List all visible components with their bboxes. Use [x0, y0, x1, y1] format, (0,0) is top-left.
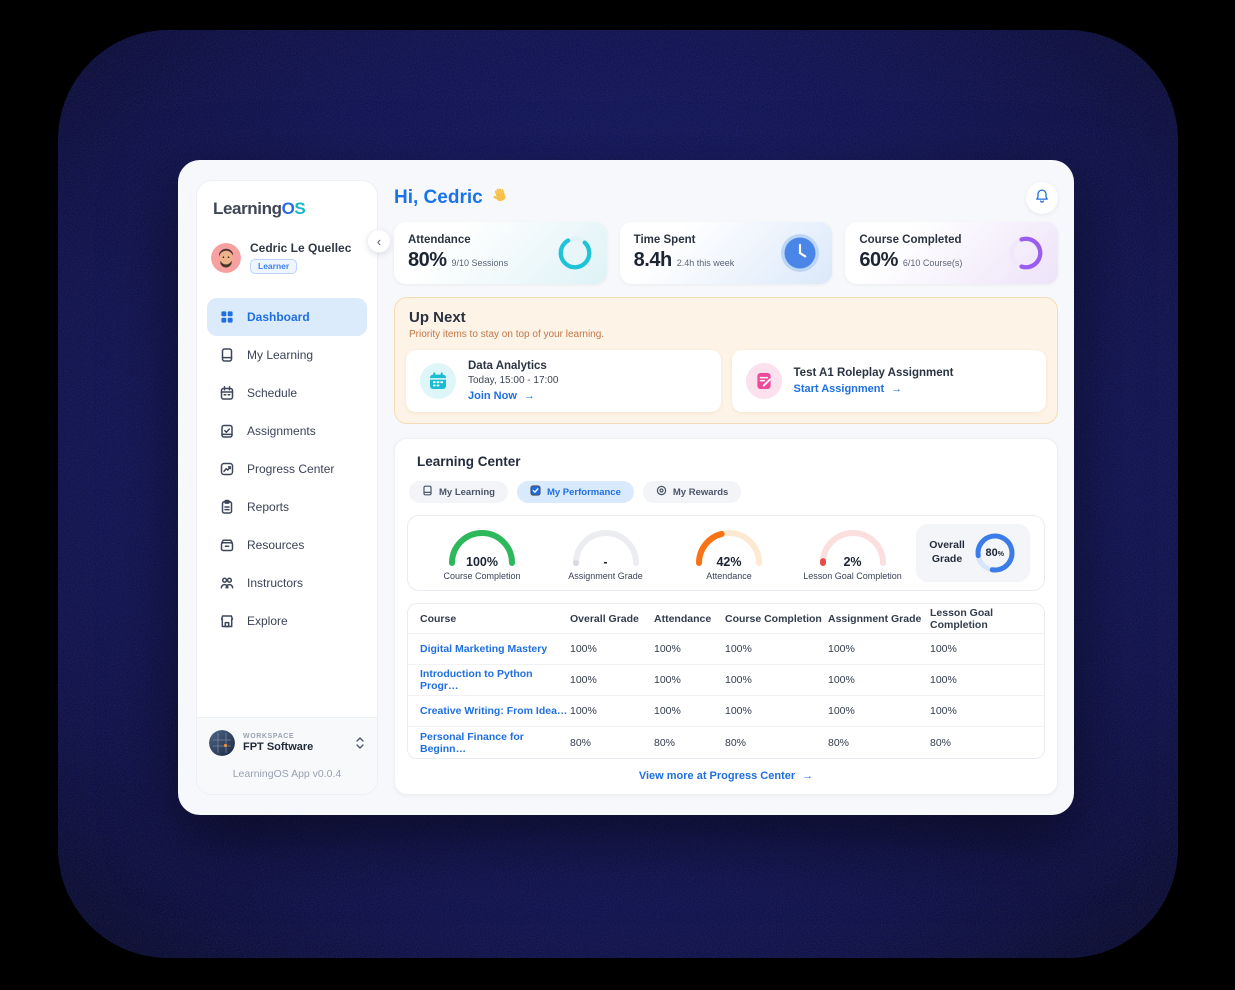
book-icon: [422, 485, 433, 499]
course-link[interactable]: Introduction to Python Progr…: [420, 668, 533, 692]
stat-card-time-spent: Time Spent 8.4h 2.4h this week: [619, 222, 833, 284]
sidebar-nav: Dashboard My Learning Schedule: [207, 298, 367, 640]
app-logo: LearningOS: [213, 199, 306, 218]
course-completed-progress-ring: [1009, 236, 1043, 270]
start-assignment-link[interactable]: Start Assignment →: [793, 383, 903, 395]
main-content: Hi, Cedric: [394, 180, 1059, 795]
up-next-panel: Up Next Priority items to stay on top of…: [394, 297, 1058, 424]
gauge-lesson-goal-completion: 2% Lesson Goal Completion: [793, 525, 913, 581]
learning-center-card: Learning Center My Learning My Performan…: [394, 438, 1058, 795]
workspace-name: FPT Software: [243, 741, 314, 753]
table-header-row: Course Overall Grade Attendance Course C…: [408, 604, 1044, 634]
progress-chart-icon: [219, 461, 235, 477]
app-window: LearningOS ‹ Cedric Le Quellec Learner: [178, 160, 1074, 815]
workspace-eyebrow: WORKSPACE: [243, 733, 295, 740]
sidebar-item-instructors[interactable]: Instructors: [207, 564, 367, 602]
resources-icon: [219, 537, 235, 553]
learning-center-title: Learning Center: [417, 454, 521, 469]
sidebar: LearningOS ‹ Cedric Le Quellec Learner: [196, 180, 391, 795]
course-link[interactable]: Creative Writing: From Idea…: [420, 705, 568, 717]
user-profile: Cedric Le Quellec Learner: [211, 241, 363, 274]
dashboard-icon: [219, 309, 235, 325]
table-row: Creative Writing: From Idea… 100% 100% 1…: [408, 696, 1044, 727]
sidebar-footer: WORKSPACE FPT Software LearningOS App v0…: [197, 717, 377, 794]
overall-grade-ring: 80%: [973, 531, 1017, 575]
app-version: LearningOS App v0.0.4: [232, 768, 342, 780]
overall-grade-box: Overall Grade 80%: [916, 524, 1030, 582]
stat-card-course-completed: Course Completed 60% 6/10 Course(s): [845, 222, 1059, 284]
sidebar-item-assignments[interactable]: Assignments: [207, 412, 367, 450]
join-now-link[interactable]: Join Now →: [468, 390, 535, 402]
course-link[interactable]: Personal Finance for Beginn…: [420, 730, 524, 755]
clock-icon: [781, 234, 820, 272]
sidebar-item-progress-center[interactable]: Progress Center: [207, 450, 367, 488]
gauge-assignment-grade: - Assignment Grade: [546, 525, 666, 581]
book-icon: [219, 347, 235, 363]
up-next-assignment-card[interactable]: Test A1 Roleplay Assignment Start Assign…: [731, 350, 1046, 412]
chevron-left-icon: ‹: [376, 233, 382, 249]
stat-card-attendance: Attendance 80% 9/10 Sessions: [394, 222, 607, 284]
assignments-icon: [219, 423, 235, 439]
table-row: Digital Marketing Mastery 100% 100% 100%…: [408, 634, 1044, 665]
user-name: Cedric Le Quellec: [250, 241, 352, 255]
table-row: Introduction to Python Progr… 100% 100% …: [408, 665, 1044, 696]
sidebar-item-my-learning[interactable]: My Learning: [207, 336, 367, 374]
up-next-class-title: Data Analytics: [468, 360, 547, 372]
table-row: Personal Finance for Beginn… 80% 80% 80%…: [420, 730, 952, 755]
up-next-class-card[interactable]: Data Analytics Today, 15:00 - 17:00 Join…: [406, 350, 721, 412]
role-badge: Learner: [250, 259, 298, 274]
sidebar-item-schedule[interactable]: Schedule: [207, 374, 367, 412]
arrow-right-icon: →: [891, 383, 903, 395]
up-next-assignment-title: Test A1 Roleplay Assignment: [793, 367, 954, 379]
stats-row: Attendance 80% 9/10 Sessions Time Spent 8…: [394, 222, 1059, 284]
sidebar-collapse-button[interactable]: ‹: [367, 229, 391, 253]
checked-square-icon: [530, 485, 541, 499]
up-next-title: Up Next: [409, 309, 466, 326]
bell-icon: [1034, 188, 1050, 207]
assignment-edit-icon: [745, 363, 782, 399]
tab-my-rewards[interactable]: My Rewards: [642, 481, 742, 503]
notifications-button[interactable]: [1026, 181, 1058, 214]
chevron-updown-icon: [355, 736, 365, 750]
attendance-progress-ring: [558, 236, 592, 270]
sidebar-item-explore[interactable]: Explore: [207, 602, 367, 640]
sidebar-item-reports[interactable]: Reports: [207, 488, 367, 526]
wave-emoji-icon: [491, 186, 509, 209]
up-next-class-time: Today, 15:00 - 17:00: [468, 375, 559, 386]
people-icon: [219, 575, 235, 591]
gauge-attendance: 42% Attendance: [669, 525, 789, 581]
sidebar-item-resources[interactable]: Resources: [207, 526, 367, 564]
arrow-right-icon: →: [523, 390, 535, 402]
medal-icon: [656, 485, 667, 499]
performance-gauges-panel: 100% Course Completion - Assignment G: [407, 515, 1045, 591]
workspace-logo: [209, 730, 235, 756]
tab-my-learning[interactable]: My Learning: [409, 481, 508, 503]
reports-icon: [219, 499, 235, 515]
sidebar-item-dashboard[interactable]: Dashboard: [207, 298, 367, 336]
storefront-icon: [219, 613, 235, 629]
course-link[interactable]: Digital Marketing Mastery: [420, 643, 548, 655]
course-performance-table: Course Overall Grade Attendance Course C…: [407, 603, 1045, 759]
user-avatar: [211, 242, 241, 273]
arrow-right-icon: →: [802, 770, 814, 782]
calendar-event-icon: [420, 363, 456, 399]
up-next-subtitle: Priority items to stay on top of your le…: [409, 329, 605, 340]
logo-text: Learning: [213, 199, 282, 218]
workspace-selector[interactable]: WORKSPACE FPT Software: [197, 718, 377, 760]
tab-my-performance[interactable]: My Performance: [516, 481, 634, 503]
view-more-link[interactable]: View more at Progress Center →: [638, 770, 814, 782]
main-header: Hi, Cedric: [394, 180, 1058, 215]
gauge-course-completion: 100% Course Completion: [422, 525, 542, 581]
learning-center-tabs: My Learning My Performance My Rewards: [409, 481, 1045, 503]
calendar-icon: [219, 385, 235, 401]
greeting: Hi, Cedric: [394, 186, 483, 208]
